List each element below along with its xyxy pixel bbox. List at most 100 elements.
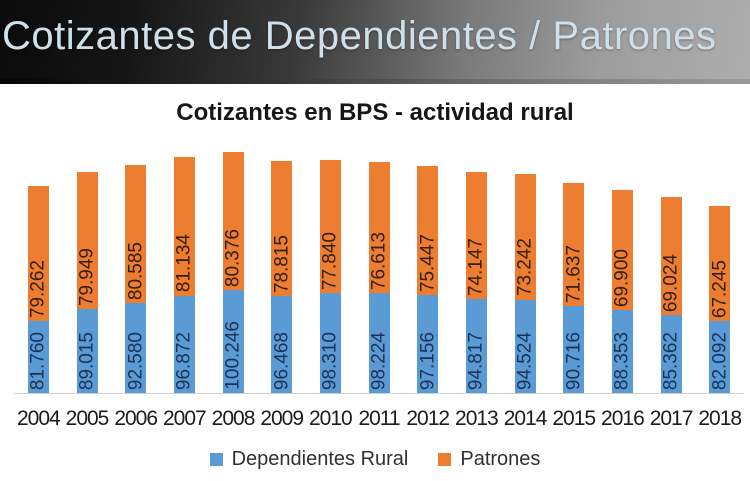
stacked-bar-2017: 69.024 85.362 (660, 197, 682, 393)
bar-value-label-patrones: 79.949 (76, 247, 98, 306)
bar-value-label-patrones: 71.637 (563, 244, 585, 304)
bar-column-2009: 78.815 96.468 (257, 152, 306, 393)
bar-segment-patrones: 73.242 (514, 174, 536, 300)
bar-value-label-patrones: 73.242 (514, 238, 536, 297)
bar-segment-patrones: 75.447 (417, 165, 439, 295)
x-axis-label-2010: 2010 (309, 407, 353, 430)
bar-segment-dependientes: 98.224 (368, 293, 390, 393)
bar-column-2013: 74.147 94.817 (452, 152, 501, 393)
x-axis-label-2008: 2008 (211, 407, 256, 430)
bar-segment-dependientes: 100.246 (222, 289, 244, 393)
bar-segment-patrones: 76.613 (368, 161, 390, 294)
bar-value-label-patrones: 69.024 (660, 254, 682, 313)
x-axis-label-2011: 2011 (358, 407, 400, 430)
bar-value-label-patrones: 80.585 (125, 241, 147, 300)
legend: Dependientes Rural Patrones (0, 448, 750, 471)
bar-value-label-patrones: 74.147 (465, 237, 487, 297)
bar-segment-patrones: 78.815 (271, 161, 293, 297)
bar-segment-dependientes: 97.156 (417, 295, 439, 393)
bar-segment-patrones: 67.245 (709, 205, 731, 321)
bar-column-2018: 67.245 82.092 (695, 152, 744, 393)
bar-value-label-dependientes: 100.246 (222, 321, 244, 390)
bar-value-label-dependientes: 90.716 (563, 331, 585, 390)
bar-value-label-dependientes: 81.760 (27, 331, 49, 390)
bar-value-label-dependientes: 94.524 (514, 331, 536, 390)
x-axis-label-2018: 2018 (698, 407, 742, 430)
stacked-bar-2012: 75.447 97.156 (417, 165, 439, 393)
bar-column-2008: 80.376 100.246 (209, 152, 258, 393)
bar-value-label-patrones: 81.134 (173, 234, 195, 293)
stacked-bar-2006: 80.585 92.580 (125, 164, 147, 393)
bar-value-label-dependientes: 98.224 (368, 331, 390, 390)
stacked-bar-2007: 81.134 96.872 (173, 156, 195, 393)
bar-column-2015: 71.637 90.716 (549, 152, 598, 393)
legend-swatch-dependientes-icon (209, 453, 223, 466)
stacked-bar-2013: 74.147 94.817 (465, 172, 487, 393)
bar-segment-patrones: 74.147 (465, 172, 487, 300)
stacked-bar-2014: 73.242 94.524 (514, 174, 536, 393)
bar-segment-patrones: 69.900 (611, 190, 633, 311)
x-axis-label-2005: 2005 (65, 407, 110, 430)
bar-value-label-dependientes: 96.872 (173, 331, 195, 390)
bar-value-label-patrones: 77.840 (319, 231, 341, 291)
bar-value-label-dependientes: 85.362 (660, 331, 682, 390)
bar-segment-dependientes: 94.817 (465, 299, 487, 393)
x-axis-label-2009: 2009 (260, 407, 304, 430)
x-axis-label-2007: 2007 (162, 407, 207, 430)
bar-segment-dependientes: 89.015 (76, 309, 98, 393)
bar-value-label-dependientes: 82.092 (709, 331, 731, 390)
chart-region: Cotizantes en BPS - actividad rural 79.2… (0, 98, 750, 471)
bar-plot: 79.262 81.760 79.949 89.015 80.585 92.580 81.1… (14, 152, 744, 394)
stacked-bar-2010: 77.840 98.310 (319, 159, 341, 393)
bar-segment-dependientes: 82.092 (709, 320, 731, 393)
x-axis-label-2006: 2006 (114, 407, 158, 430)
x-axis-label-2013: 2013 (455, 407, 499, 430)
bar-value-label-dependientes: 94.817 (465, 331, 487, 390)
chart-title: Cotizantes en BPS - actividad rural (176, 99, 574, 126)
bar-segment-patrones: 81.134 (173, 156, 195, 296)
bar-segment-dependientes: 81.760 (27, 321, 49, 393)
bar-value-label-patrones: 75.447 (417, 233, 439, 292)
stacked-bar-2018: 67.245 82.092 (709, 205, 731, 393)
bar-value-label-dependientes: 98.310 (319, 331, 341, 390)
legend-label-patrones: Patrones (460, 448, 541, 470)
bar-column-2012: 75.447 97.156 (403, 152, 452, 393)
bar-column-2016: 69.900 88.353 (598, 152, 647, 393)
bar-segment-dependientes: 96.872 (173, 295, 195, 393)
bar-segment-dependientes: 94.524 (514, 299, 536, 393)
x-axis-labels: 2004 2005 2006 2007 2008 2009 2010 2011 2012 2013… (14, 407, 744, 431)
bar-segment-patrones: 80.376 (222, 152, 244, 290)
bar-value-label-patrones: 80.376 (222, 228, 244, 287)
stacked-bar-2009: 78.815 96.468 (271, 161, 293, 393)
legend-item-dependientes: Dependientes Rural (209, 448, 408, 471)
stacked-bar-2005: 79.949 89.015 (76, 172, 98, 393)
bar-column-2014: 73.242 94.524 (501, 152, 550, 393)
bar-value-label-patrones: 76.613 (368, 232, 390, 291)
bar-segment-patrones: 79.949 (76, 172, 98, 309)
bar-value-label-dependientes: 89.015 (76, 331, 98, 390)
x-axis-label-2012: 2012 (406, 407, 450, 430)
bar-column-2006: 80.585 92.580 (111, 152, 160, 393)
bar-column-2017: 69.024 85.362 (647, 152, 696, 393)
bar-segment-dependientes: 92.580 (125, 302, 147, 393)
bar-segment-patrones: 79.262 (27, 185, 49, 322)
bar-column-2007: 81.134 96.872 (160, 152, 209, 393)
bar-column-2005: 79.949 89.015 (63, 152, 112, 393)
bar-column-2011: 76.613 98.224 (355, 152, 404, 393)
stacked-bar-2011: 76.613 98.224 (368, 161, 390, 393)
bar-segment-dependientes: 90.716 (563, 306, 585, 393)
legend-item-patrones: Patrones (438, 448, 540, 471)
bar-segment-dependientes: 98.310 (319, 293, 341, 393)
stacked-bar-2016: 69.900 88.353 (611, 190, 633, 393)
bar-segment-patrones: 77.840 (319, 159, 341, 294)
bar-segment-dependientes: 96.468 (271, 296, 293, 393)
bar-segment-patrones: 80.585 (125, 164, 147, 303)
slide-title: Cotizantes de Dependientes / Patrones (2, 14, 717, 58)
bar-segment-patrones: 69.024 (660, 197, 682, 316)
bar-value-label-patrones: 79.262 (27, 260, 49, 319)
legend-swatch-patrones-icon (438, 453, 452, 466)
slide: Cotizantes de Dependientes / Patrones Co… (0, 0, 750, 471)
bar-value-label-patrones: 67.245 (709, 259, 731, 318)
stacked-bar-2004: 79.262 81.760 (27, 185, 49, 393)
x-axis-label-2014: 2014 (503, 407, 548, 430)
